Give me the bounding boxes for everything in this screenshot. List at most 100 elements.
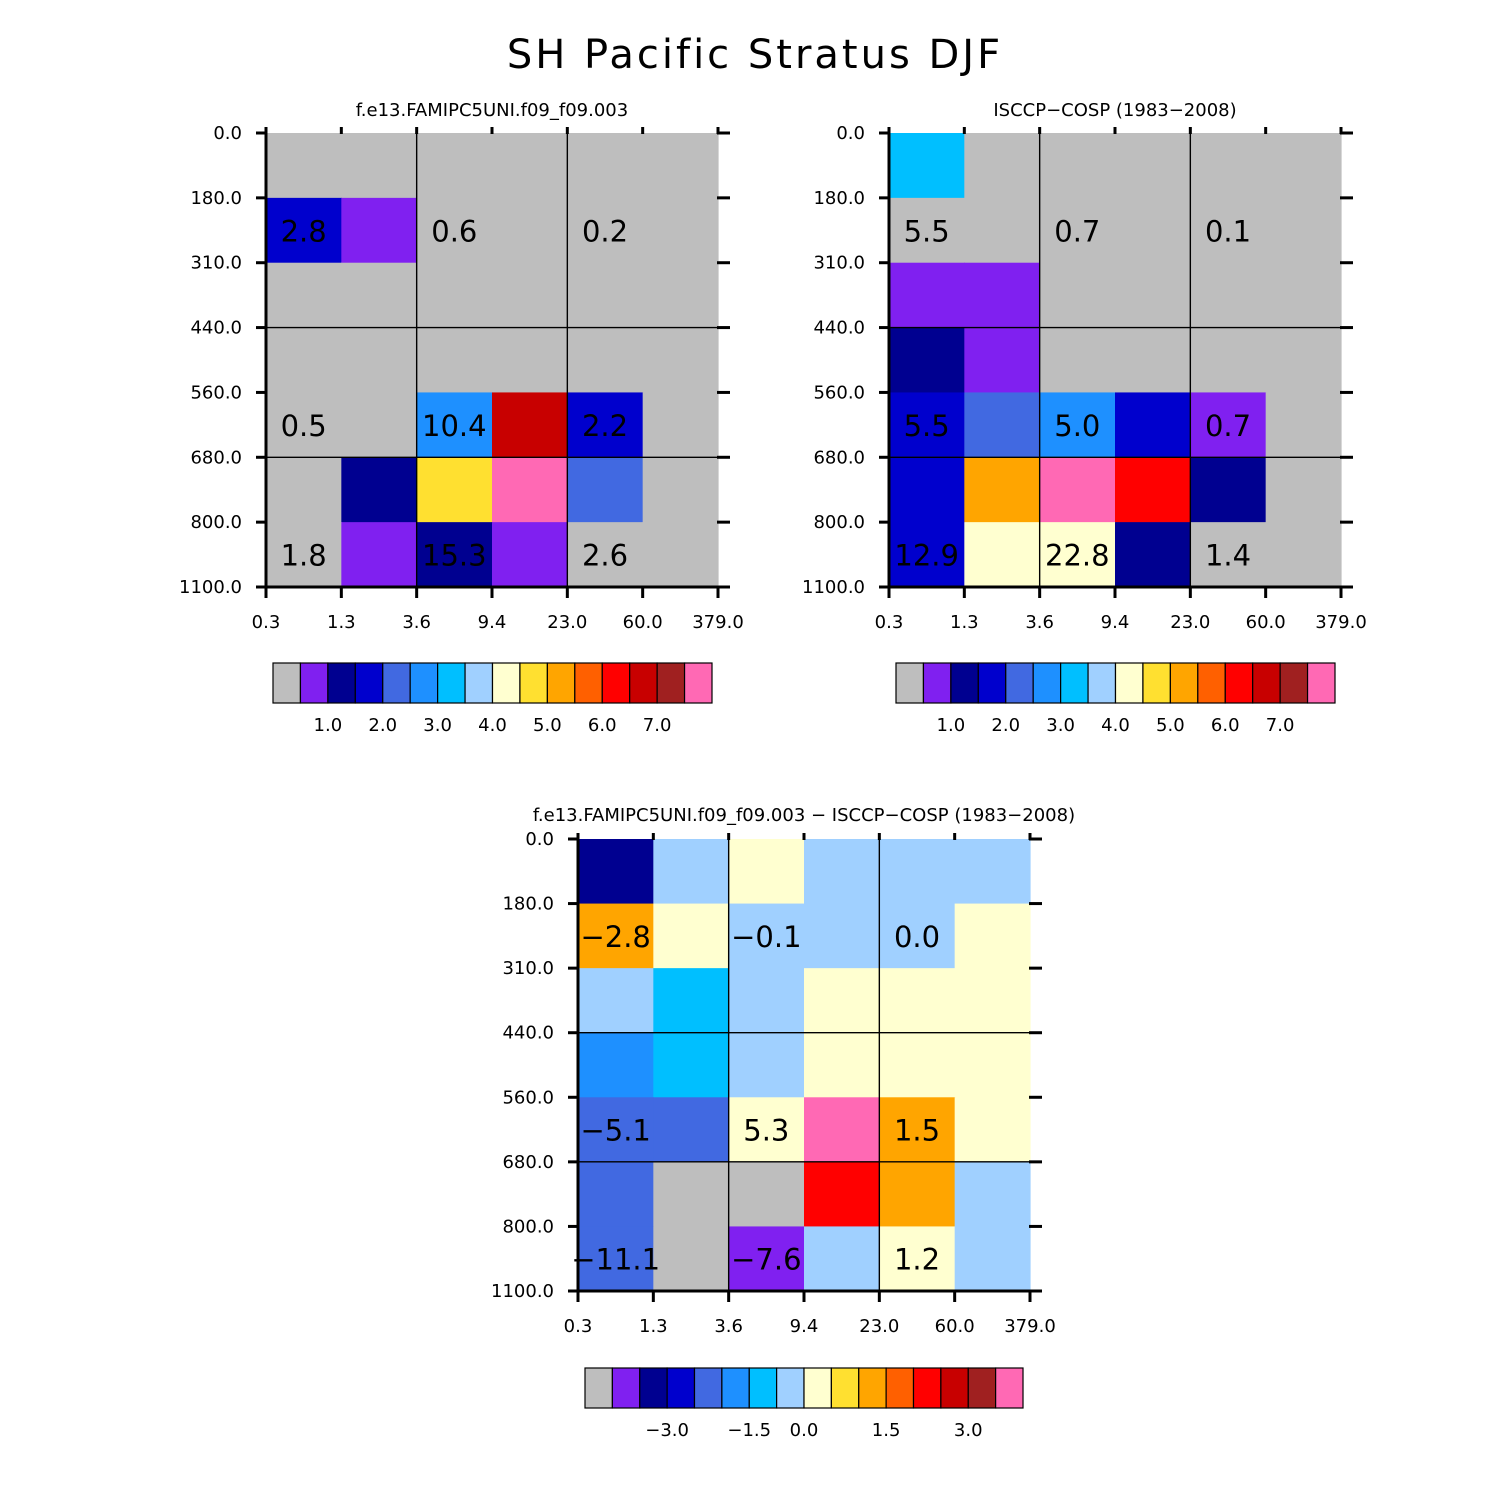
heatmap-cell: [964, 327, 1041, 394]
colorbar-tick-label: 3.0: [1046, 715, 1075, 736]
y-tick-label: 180.0: [190, 188, 242, 209]
colorbar-swatch: [776, 1367, 805, 1409]
heatmap-cell: [416, 522, 493, 588]
x-tick-label: 23.0: [547, 612, 587, 633]
x-tick-label: 0.3: [875, 612, 904, 633]
colorbar-swatch: [950, 662, 979, 704]
heatmap-cell: [578, 1161, 654, 1228]
heatmap-cell: [341, 392, 418, 458]
heatmap-cell: [266, 197, 342, 264]
colorbar-swatch: [1224, 662, 1254, 704]
heatmap-cell: [266, 392, 342, 458]
heatmap-cell: [1265, 197, 1342, 264]
heatmap-cell: [1190, 457, 1267, 523]
x-tick-label: 60.0: [1246, 612, 1286, 633]
y-tick-label: 440.0: [813, 318, 865, 339]
block-value-label: 5.3: [743, 1114, 789, 1148]
colorbar-swatch: [895, 662, 925, 704]
heatmap-cell: [567, 327, 644, 394]
heatmap-cell: [889, 197, 965, 264]
heatmap-cell: [1265, 133, 1342, 199]
heatmap-cell: [804, 968, 880, 1034]
heatmap-cell: [578, 1097, 654, 1163]
colorbar-swatch: [574, 662, 603, 704]
heatmap-cell: [416, 133, 493, 199]
block-value-label: 0.7: [1054, 214, 1100, 248]
heatmap-cell: [492, 457, 568, 523]
heatmap-cell: [642, 522, 719, 588]
colorbar-swatch: [967, 1367, 997, 1409]
panel-title: ISCCP−COSP (1983−2008): [993, 100, 1236, 121]
colorbar: 1.0 2.0 3.0 4.0 5.0 6.0 7.0: [272, 662, 713, 736]
colorbar-swatch: [803, 1367, 832, 1409]
heatmap-cell: [728, 1097, 805, 1163]
block-value-label: 12.9: [894, 539, 959, 573]
colorbar-tick-label: −3.0: [645, 1420, 689, 1441]
heatmap-cell: [1190, 327, 1267, 394]
y-tick-label: 0.0: [836, 123, 865, 144]
heatmap-cell: [964, 457, 1041, 523]
x-tick-label: 9.4: [1101, 612, 1130, 633]
heatmap-cell: [1039, 327, 1116, 394]
colorbar-tick-label: 7.0: [643, 715, 672, 736]
block-value-label: 0.2: [582, 214, 628, 248]
colorbar-swatch: [940, 1367, 969, 1409]
block-value-label: 0.7: [1205, 409, 1251, 443]
colorbar-tick-label: 5.0: [533, 715, 562, 736]
heatmap-cell: [653, 839, 730, 905]
heatmap-cell: [1265, 327, 1342, 394]
colorbar-swatch: [382, 662, 411, 704]
block-value-label: 1.2: [894, 1243, 940, 1277]
heatmap-cell: [492, 133, 568, 199]
y-tick-label: 310.0: [502, 958, 554, 979]
block-value-label: 5.0: [1054, 409, 1100, 443]
block-value-label: 0.5: [281, 409, 327, 443]
heatmap-cell: [889, 522, 965, 588]
x-tick-label: 1.3: [950, 612, 979, 633]
colorbar-swatch: [272, 662, 302, 704]
heatmap-cell: [341, 133, 418, 199]
block-value-label: 1.5: [894, 1114, 940, 1148]
colorbar-swatch: [885, 1367, 915, 1409]
heatmap-cell: [642, 262, 719, 329]
heatmap-cell: [492, 262, 568, 329]
heatmap-cell: [642, 392, 719, 458]
colorbar: −3.0 −1.5 0.0 1.5 3.0: [584, 1367, 1024, 1441]
heatmap-cell: [728, 1226, 805, 1292]
colorbar-swatch: [519, 662, 548, 704]
heatmap-cell: [1039, 133, 1116, 199]
x-tick-label: 0.3: [564, 1316, 593, 1337]
heatmap-cell: [964, 522, 1041, 588]
heatmap-cell: [1115, 133, 1191, 199]
heatmap-cell: [266, 457, 342, 523]
x-tick-label: 379.0: [1004, 1316, 1056, 1337]
heatmap-cell: [964, 392, 1041, 458]
colorbar-swatch: [995, 1367, 1024, 1409]
heatmap-cell: [567, 262, 644, 329]
heatmap-cell: [1265, 392, 1342, 458]
colorbar-swatch: [1252, 662, 1281, 704]
colorbar-swatch: [327, 662, 356, 704]
heatmap-cell: [1190, 197, 1267, 264]
heatmap-cell: [889, 262, 965, 329]
heatmap-cell: [728, 903, 805, 969]
colorbar-swatch: [1032, 662, 1062, 704]
heatmap-cell: [954, 1097, 1031, 1163]
heatmap-cell: [1265, 262, 1342, 329]
colorbar-swatch: [1087, 662, 1117, 704]
heatmap-cell: [492, 327, 568, 394]
colorbar-swatch: [656, 662, 686, 704]
y-tick-label: 800.0: [502, 1216, 554, 1237]
heatmap-cell: [578, 903, 654, 969]
y-tick-label: 180.0: [502, 894, 554, 915]
heatmap-cell: [879, 903, 956, 969]
heatmap-cell: [266, 522, 342, 588]
block-value-label: 22.8: [1045, 539, 1110, 573]
x-tick-label: 3.6: [402, 612, 431, 633]
panel-title: f.e13.FAMIPC5UNI.f09_f09.003: [356, 100, 628, 121]
heatmap-cell: [1265, 522, 1342, 588]
colorbar-tick-label: 1.0: [314, 715, 343, 736]
colorbar-swatch: [1279, 662, 1309, 704]
colorbar-tick-label: 6.0: [588, 715, 617, 736]
heatmap-cell: [1190, 133, 1267, 199]
